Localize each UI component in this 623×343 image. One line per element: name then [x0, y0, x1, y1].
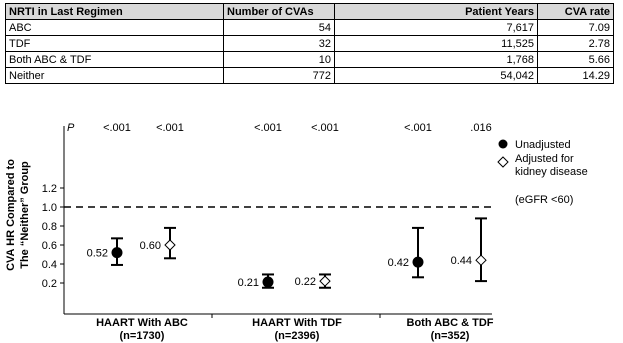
legend-unadjusted-label: Unadjusted	[515, 139, 571, 151]
data-label: 0.21	[238, 277, 259, 289]
table-row: Neither 772 54,042 14.29	[5, 67, 614, 84]
data-label: 0.60	[140, 240, 161, 252]
x-category-n: (n=2396)	[275, 330, 320, 342]
unadjusted-point	[111, 247, 123, 259]
y-axis-title-line1: CVA HR Compared to	[5, 159, 17, 271]
header-patient-years: Patient Years	[334, 3, 538, 20]
p-value-label: P	[67, 122, 75, 134]
data-label: 0.22	[295, 276, 316, 288]
legend-adjusted-label-line2: kidney disease	[515, 166, 588, 178]
data-label: 0.44	[451, 255, 472, 267]
cell-patient-years: 7,617	[334, 19, 538, 36]
header-number-of-cvas: Number of CVAs	[223, 3, 335, 20]
y-tick-label: 0.6	[42, 240, 57, 252]
data-label: 0.52	[87, 248, 108, 260]
x-category-label: HAART With ABC	[96, 317, 188, 329]
table-header-row: NRTI in Last Regimen Number of CVAs Pati…	[5, 3, 614, 20]
cva-rate-table: NRTI in Last Regimen Number of CVAs Pati…	[5, 3, 614, 84]
cell-cva-rate: 14.29	[537, 67, 614, 84]
cell-patient-years: 54,042	[334, 67, 538, 84]
legend-adjusted-marker	[497, 156, 509, 168]
data-label: 0.42	[388, 257, 409, 269]
legend-unadjusted-marker	[498, 139, 508, 149]
cell-cvas: 772	[223, 67, 335, 84]
y-axis-title-line2: The “Neither” Group	[19, 161, 31, 269]
unadjusted-point	[412, 256, 424, 268]
p-value: <.001	[311, 122, 339, 134]
legend-note: (eGFR <60)	[515, 194, 573, 206]
y-tick-label: 0.2	[42, 278, 57, 290]
plot-area: 0.2 0.4 0.6 0.8 1.0 1.2 P 0.52 <.001 0.60 <.001 HAA…	[42, 122, 494, 342]
y-tick-label: 0.4	[42, 259, 57, 271]
p-value: <.001	[103, 122, 131, 134]
header-nrti: NRTI in Last Regimen	[5, 3, 224, 20]
y-tick-label: 0.8	[42, 221, 57, 233]
cell-cva-rate: 5.66	[537, 51, 614, 68]
legend-adjusted-label-line1: Adjusted for	[515, 153, 574, 165]
y-tick-label: 1.0	[42, 202, 57, 214]
p-value: <.001	[404, 122, 432, 134]
p-value: <.001	[254, 122, 282, 134]
unadjusted-point	[262, 276, 274, 288]
x-category-label: HAART With TDF	[252, 317, 342, 329]
legend: Unadjusted Adjusted for kidney disease (…	[497, 139, 588, 206]
x-category-n: (n=352)	[431, 330, 470, 342]
x-category-n: (n=1730)	[120, 330, 165, 342]
x-category-label: Both ABC & TDF	[407, 317, 494, 329]
adjusted-point	[164, 239, 176, 251]
adjusted-point	[475, 254, 487, 266]
row-label: Neither	[5, 67, 224, 84]
p-value: <.001	[156, 122, 184, 134]
y-axis-title: CVA HR Compared to The “Neither” Group	[5, 159, 31, 271]
adjusted-point	[319, 275, 331, 287]
p-value: .016	[470, 122, 491, 134]
y-tick-label: 1.2	[42, 183, 57, 195]
